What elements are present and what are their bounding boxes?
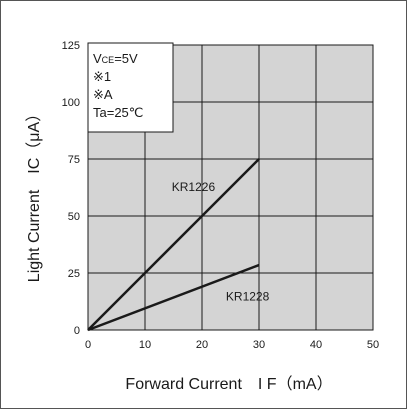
x-tick-label: 20 — [196, 339, 208, 351]
y-tick-label: 50 — [68, 211, 80, 223]
y-axis-title: Light Current IC（μA） — [25, 106, 43, 282]
condition-note-1: ※1 — [93, 69, 111, 84]
series-lines — [87, 158, 260, 332]
condition-temperature: Ta=25℃ — [93, 105, 143, 120]
condition-note-a: ※A — [93, 87, 113, 102]
y-tick-label: 125 — [62, 40, 80, 52]
conditions-box-bg — [87, 42, 174, 133]
series-line-kr1226 — [87, 158, 260, 331]
series-label-kr1226: KR1226 — [172, 180, 216, 194]
tick-labels: 0 10 20 30 40 50 0 25 50 75 100 125 — [62, 40, 379, 351]
y-tick-label: 25 — [68, 268, 80, 280]
x-tick-label: 0 — [85, 339, 91, 351]
x-tick-label: 30 — [253, 339, 265, 351]
series-line-kr1228 — [87, 263, 260, 332]
x-tick-label: 50 — [367, 339, 379, 351]
series-labels: KR1226 KR1228 — [172, 180, 270, 303]
y-tick-label: 75 — [68, 154, 80, 166]
x-axis-title: Forward Current I F（mA） — [125, 375, 332, 393]
conditions-box: VCE=5V ※1 ※A Ta=25℃ — [87, 42, 174, 133]
y-tick-label: 100 — [62, 97, 80, 109]
x-tick-label: 40 — [310, 339, 322, 351]
condition-vce: VCE=5V — [93, 51, 138, 66]
condition-vce-sub: CE — [102, 55, 115, 65]
series-label-kr1228: KR1228 — [226, 289, 270, 303]
y-tick-label: 0 — [74, 325, 80, 337]
x-tick-label: 10 — [139, 339, 151, 351]
